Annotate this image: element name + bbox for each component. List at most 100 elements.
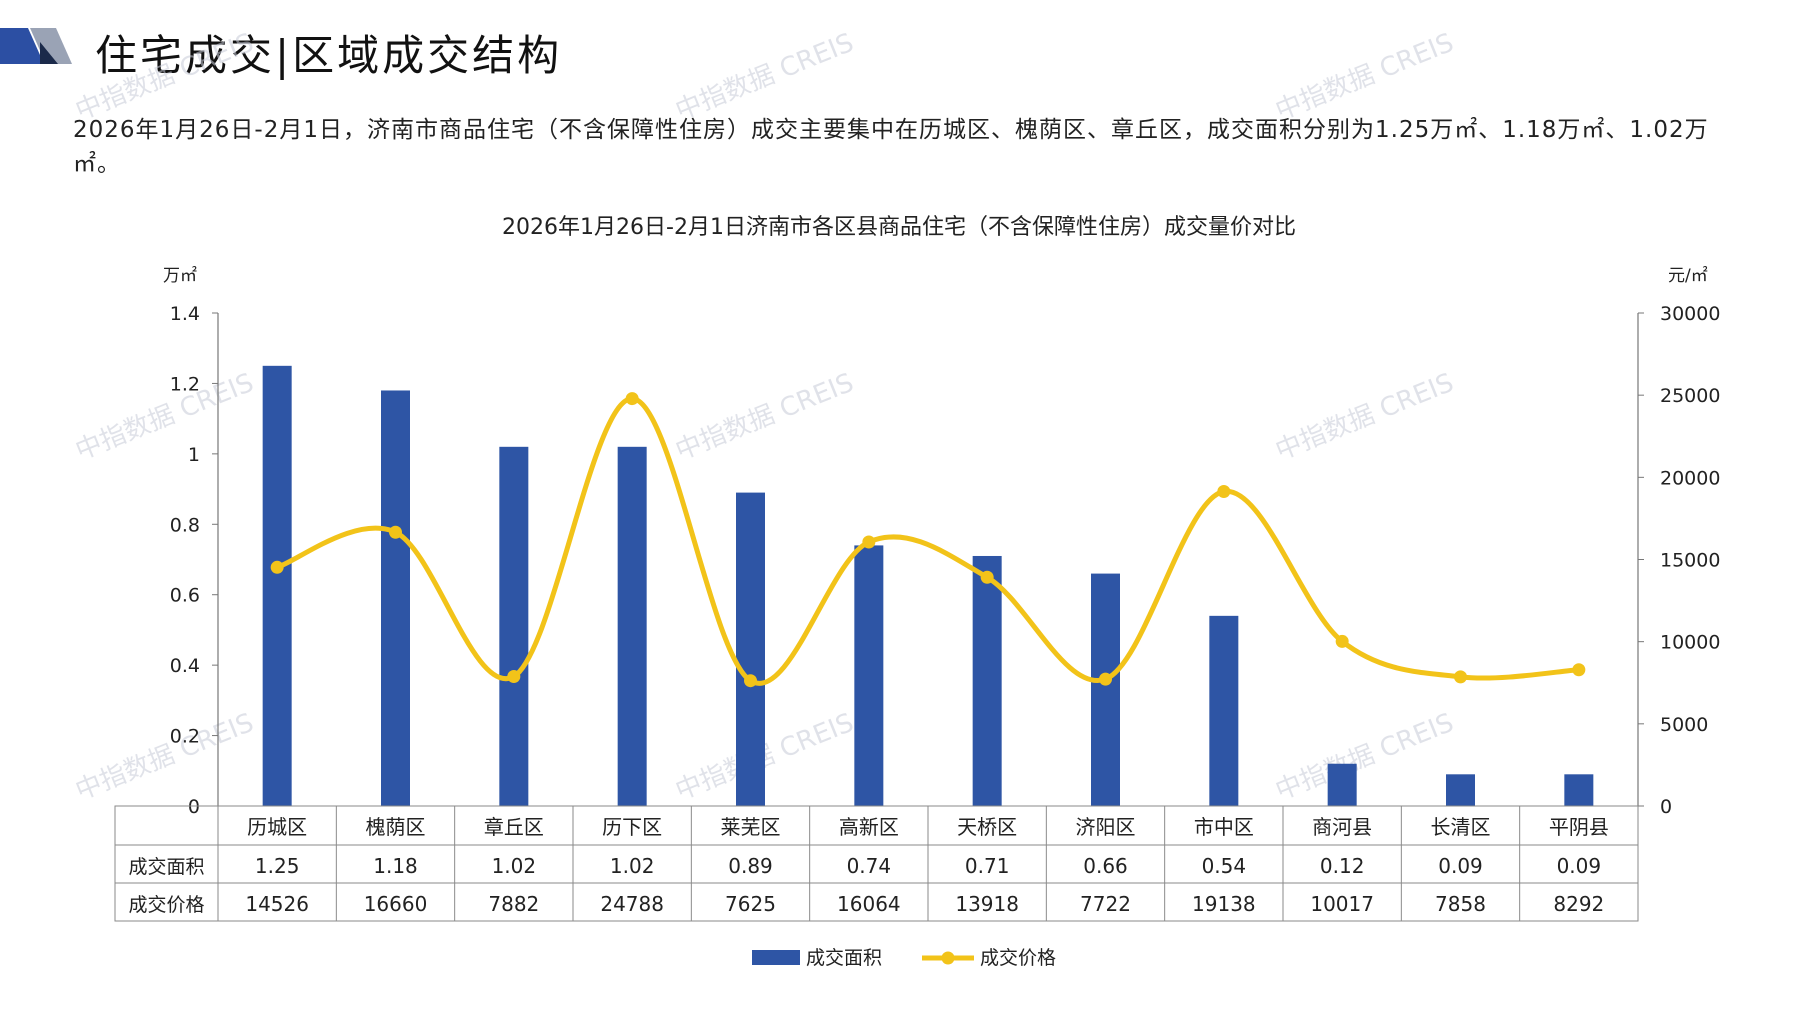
- category-label: 历城区: [247, 815, 307, 839]
- table-value: 16064: [837, 892, 901, 916]
- price-line: [274, 396, 1582, 686]
- data-table: 历城区 槐荫区 章丘区 历下区 莱芜区 高新区 天桥区 济阳区 市中区 商河县 长清区 平阴县成交面积…: [114, 805, 1639, 922]
- bar-济阳区: [1091, 573, 1120, 806]
- legend-line-label: 成交价格: [980, 947, 1056, 969]
- left-tick-label: 0.2: [170, 726, 200, 748]
- left-tick-label: 1: [188, 444, 200, 466]
- table-series-name: 成交价格: [128, 894, 204, 916]
- category-label: 历下区: [602, 815, 662, 839]
- bar-长清区: [1446, 774, 1475, 806]
- table-value: 7858: [1435, 892, 1486, 916]
- table-value: 1.02: [610, 854, 655, 878]
- table-series-label: 成交面积: [128, 856, 204, 878]
- watermark-3: 中指数据 CREIS: [71, 368, 258, 467]
- table-value: 0.09: [1557, 854, 1602, 878]
- table-value: 7625: [725, 892, 776, 916]
- category-label: 长清区: [1431, 815, 1491, 839]
- category-label: 高新区: [839, 815, 899, 839]
- category-label: 天桥区: [957, 815, 1017, 839]
- page-title: 住宅成交|区域成交结构: [95, 31, 563, 80]
- left-axis-unit: 万㎡: [163, 266, 197, 286]
- category-label: 济阳区: [1076, 815, 1136, 839]
- table-series-name: 成交面积: [128, 856, 204, 878]
- table-value: 1.02: [492, 854, 537, 878]
- price-point-天桥区: [980, 570, 994, 584]
- line-series: [270, 392, 1586, 688]
- category-label: 商河县: [1312, 815, 1372, 839]
- left-tick-label: 0.6: [170, 585, 200, 607]
- price-point-长清区: [1454, 670, 1467, 684]
- left-tick-label: 0: [188, 796, 200, 818]
- table-value: 1.18: [373, 854, 418, 878]
- table-value: 0.66: [1083, 854, 1128, 878]
- category-label: 莱芜区: [721, 815, 781, 839]
- table-value: 7882: [488, 892, 539, 916]
- left-tick-label: 1.2: [170, 373, 200, 395]
- category-label: 市中区: [1194, 815, 1254, 839]
- watermark-0: 中指数据 CREIS: [71, 28, 258, 127]
- table-value: 24788: [600, 892, 664, 916]
- price-point-市中区: [1217, 484, 1231, 498]
- price-point-商河县: [1335, 634, 1349, 648]
- right-axis-unit: 元/㎡: [1668, 266, 1708, 286]
- bar-天桥区: [972, 555, 1002, 806]
- bar-历城区: [262, 365, 292, 806]
- table-value: 0.54: [1202, 854, 1247, 878]
- watermark-2: 中指数据 CREIS: [1271, 28, 1458, 127]
- price-point-莱芜区: [744, 674, 757, 688]
- table-value: 13918: [955, 892, 1019, 916]
- price-point-济阳区: [1099, 672, 1112, 686]
- price-point-章丘区: [507, 669, 521, 683]
- intro-paragraph: 2026年1月26日-2月1日，济南市商品住宅（不含保障性住房）成交主要集中在历…: [73, 117, 1709, 177]
- table-value: 19138: [1192, 892, 1256, 916]
- left-tick-label: 0.8: [170, 514, 200, 536]
- table-value: 16660: [364, 892, 428, 916]
- bar-莱芜区: [736, 492, 765, 806]
- right-tick-label: 10000: [1660, 632, 1720, 654]
- bar-高新区: [854, 545, 884, 806]
- chart-title: 2026年1月26日-2月1日济南市各区县商品住宅（不含保障性住房）成交量价对比: [502, 215, 1296, 240]
- price-point-历城区: [270, 560, 284, 574]
- right-tick-label: 15000: [1660, 550, 1720, 572]
- watermark-4: 中指数据 CREIS: [671, 368, 858, 467]
- watermark-1: 中指数据 CREIS: [671, 28, 858, 127]
- header-decoration: [0, 28, 72, 64]
- axes: 0 0.2 0.4 0.6 0.8 1 1.2 1.4 0 5000 10000 15000 20000…: [170, 303, 1721, 818]
- price-point-槐荫区: [389, 525, 402, 539]
- right-tick-label: 25000: [1660, 385, 1720, 407]
- table-value: 1.25: [255, 854, 300, 878]
- price-point-历下区: [625, 392, 639, 406]
- table-value: 8292: [1553, 892, 1604, 916]
- table-value: 10017: [1310, 892, 1374, 916]
- right-tick-label: 0: [1660, 796, 1672, 818]
- legend: 成交面积 成交价格: [752, 947, 1056, 969]
- left-tick-label: 0.4: [170, 655, 200, 677]
- legend-line-marker: [941, 951, 955, 965]
- price-point-高新区: [862, 535, 876, 549]
- right-tick-label: 30000: [1660, 303, 1720, 325]
- category-label: 章丘区: [484, 815, 544, 839]
- watermark-6: 中指数据 CREIS: [71, 708, 258, 807]
- table-value: 14526: [245, 892, 309, 916]
- watermark-8: 中指数据 CREIS: [1271, 708, 1458, 807]
- bar-历下区: [617, 446, 647, 806]
- bar-槐荫区: [381, 390, 410, 806]
- legend-bar-label: 成交面积: [806, 947, 882, 969]
- price-point-平阴县: [1572, 663, 1586, 677]
- bar-series: [262, 365, 1594, 806]
- legend-bar-swatch: [752, 950, 800, 965]
- left-tick-label: 1.4: [170, 303, 200, 325]
- bar-商河县: [1327, 763, 1357, 806]
- table-value: 0.12: [1320, 854, 1365, 878]
- table-series-label: 成交价格: [128, 894, 204, 916]
- bar-平阴县: [1564, 774, 1594, 806]
- table-value: 0.71: [965, 854, 1010, 878]
- table-value: 0.09: [1438, 854, 1483, 878]
- table-value: 0.74: [847, 854, 892, 878]
- bar-市中区: [1209, 615, 1239, 806]
- category-label: 平阴县: [1549, 815, 1609, 839]
- watermark-5: 中指数据 CREIS: [1271, 368, 1458, 467]
- right-tick-label: 5000: [1660, 714, 1708, 736]
- bar-章丘区: [499, 446, 529, 806]
